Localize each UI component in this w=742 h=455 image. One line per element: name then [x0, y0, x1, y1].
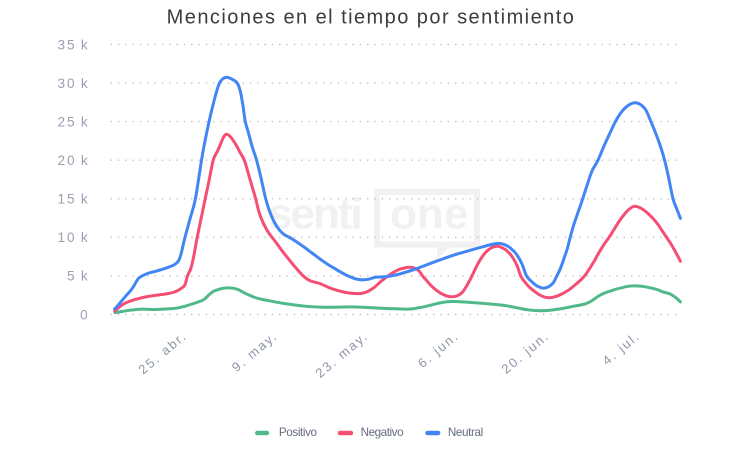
- svg-text:Neutral: Neutral: [448, 426, 483, 439]
- svg-text:senti: senti: [268, 190, 361, 239]
- svg-text:Positivo: Positivo: [279, 426, 318, 439]
- svg-text:10 k: 10 k: [57, 230, 89, 245]
- svg-text:Menciones en el tiempo por sen: Menciones en el tiempo por sentimiento: [167, 6, 576, 28]
- svg-text:20 k: 20 k: [57, 153, 89, 168]
- svg-text:Negativo: Negativo: [361, 426, 404, 439]
- svg-text:25 k: 25 k: [57, 114, 89, 129]
- svg-text:30 k: 30 k: [57, 76, 89, 91]
- svg-text:5 k: 5 k: [67, 269, 90, 284]
- svg-text:35 k: 35 k: [57, 37, 89, 52]
- svg-text:one: one: [390, 190, 468, 239]
- svg-text:0: 0: [80, 307, 90, 322]
- svg-text:15 k: 15 k: [57, 192, 89, 207]
